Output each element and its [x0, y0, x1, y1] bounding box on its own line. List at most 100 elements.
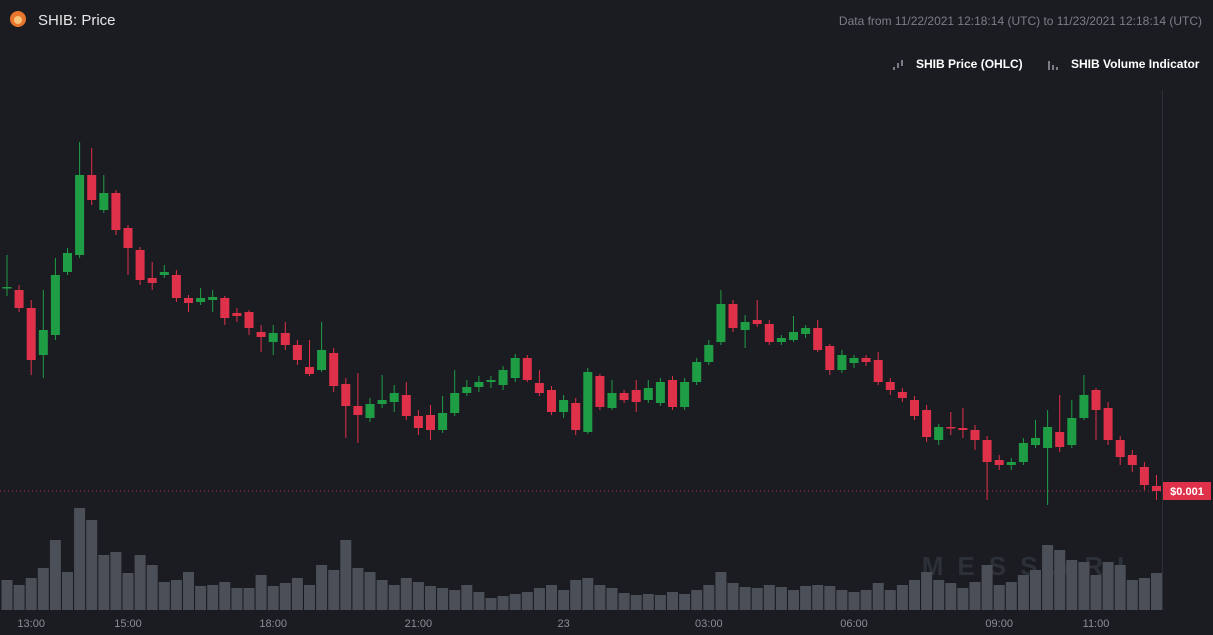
candle-body — [365, 404, 375, 418]
volume-bar — [170, 580, 182, 610]
volume-bar — [37, 568, 49, 610]
volume-bar — [1151, 573, 1162, 610]
volume-bar — [582, 578, 594, 610]
volume-bar — [231, 588, 243, 610]
candle-body — [268, 333, 278, 342]
candle-body — [1067, 418, 1077, 445]
volume-bar — [739, 587, 751, 610]
candle-body — [196, 298, 206, 302]
candle-body — [26, 308, 36, 360]
candle-body — [413, 416, 423, 428]
candle-body — [1006, 462, 1016, 465]
candle-body — [547, 390, 556, 412]
volume-bar — [1005, 582, 1017, 610]
volume-bar — [304, 585, 315, 610]
volume-bar — [763, 585, 775, 610]
volume-bar — [110, 552, 122, 610]
volume-bar — [291, 578, 303, 610]
candle-body — [897, 392, 907, 398]
volume-bar — [207, 585, 219, 610]
candle-body — [135, 250, 145, 280]
candle-body — [595, 376, 605, 407]
candle-body — [740, 322, 750, 330]
volume-bar — [969, 582, 981, 610]
candle-body — [680, 382, 690, 407]
candle-body — [341, 384, 351, 406]
candle-body — [401, 395, 411, 416]
x-tick-label: 09:00 — [985, 618, 1013, 630]
candle-body — [946, 427, 956, 429]
volume-bar — [558, 590, 570, 610]
volume-bar — [872, 583, 884, 610]
volume-bar — [243, 588, 255, 610]
volume-bar — [1114, 565, 1126, 610]
candle-body — [426, 415, 435, 430]
candle-body — [994, 460, 1004, 465]
candle-body — [280, 333, 290, 345]
volume-bar — [618, 593, 630, 610]
candle-body — [329, 353, 339, 386]
volume-bar — [328, 570, 340, 610]
candle-body — [87, 175, 97, 200]
volume-bar — [485, 598, 497, 610]
candle-body — [244, 312, 254, 328]
volume-bar — [751, 588, 763, 610]
volume-bar — [74, 508, 86, 610]
volume-bar — [1090, 575, 1102, 610]
candle-body — [861, 358, 871, 362]
volume-bar — [400, 578, 412, 610]
volume-bar — [376, 580, 388, 610]
volume-bar — [727, 583, 739, 610]
candle-body — [1091, 390, 1101, 410]
volume-bar — [703, 585, 715, 610]
volume-bar — [86, 520, 98, 610]
candle-body — [232, 313, 242, 316]
candle-body — [764, 324, 774, 342]
legend-price[interactable]: SHIB Price (OHLC) — [916, 57, 1023, 71]
volume-bar — [1017, 575, 1029, 610]
volume-bar — [509, 594, 521, 610]
candle-body — [75, 175, 85, 255]
candle-body — [789, 332, 798, 340]
candle-body — [2, 287, 12, 289]
candle-body — [1139, 467, 1149, 485]
volume-bar — [788, 590, 799, 610]
candle-body — [704, 345, 714, 362]
volume-bar — [412, 582, 424, 610]
candle-body — [438, 413, 448, 430]
candle-body — [1115, 440, 1125, 457]
candle-body — [752, 320, 762, 324]
volume-bar — [1102, 562, 1114, 610]
volume-bar — [461, 585, 473, 610]
legend-volume[interactable]: SHIB Volume Indicator — [1071, 57, 1200, 71]
volume-bar — [1078, 562, 1090, 610]
volume-bar — [860, 590, 872, 610]
volume-bar — [921, 572, 933, 610]
candle-body — [728, 304, 738, 328]
volume-bar — [836, 590, 848, 610]
volume-bar — [1030, 570, 1041, 610]
subtitle: Data from 11/22/2021 12:18:14 (UTC) to 1… — [839, 14, 1202, 28]
candle-body — [522, 358, 532, 380]
candle-body — [184, 298, 193, 303]
volume-bar — [848, 592, 860, 610]
x-tick-label: 06:00 — [840, 618, 868, 630]
volume-bar — [13, 585, 25, 610]
volume-bar — [146, 565, 158, 610]
volume-bar — [884, 590, 896, 610]
candle-body — [377, 400, 387, 404]
volume-bar — [352, 568, 364, 610]
volume-bar — [195, 586, 207, 610]
candle-body — [716, 304, 726, 342]
x-tick-label: 11:00 — [1083, 618, 1110, 630]
candle-body — [486, 380, 496, 382]
volume-bar — [25, 578, 37, 610]
volume-bar — [449, 590, 461, 610]
candle-body — [571, 403, 581, 430]
candle-body — [813, 328, 823, 350]
candle-body — [353, 406, 363, 415]
candle-body — [50, 275, 60, 335]
volume-bar — [1066, 560, 1078, 610]
